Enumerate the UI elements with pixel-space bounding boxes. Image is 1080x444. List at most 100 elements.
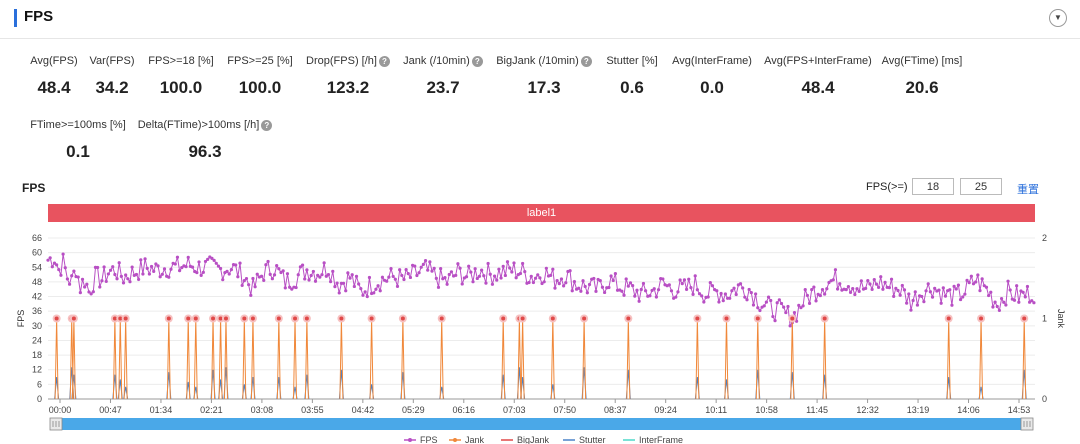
fps-point xyxy=(106,272,111,276)
fps-point xyxy=(460,282,464,286)
fps-point xyxy=(691,292,695,297)
reset-link[interactable]: 重置 xyxy=(1017,184,1039,196)
fps-point xyxy=(495,278,499,282)
fps-point xyxy=(285,272,290,276)
fps-point xyxy=(987,293,991,298)
fps-point xyxy=(281,269,285,273)
fps-point xyxy=(833,268,838,272)
fps-point xyxy=(1025,284,1030,289)
bigjank-point xyxy=(223,316,228,321)
x-tick-label: 03:08 xyxy=(251,405,274,415)
fps-point xyxy=(680,282,684,286)
fps-point xyxy=(551,267,555,271)
legend-item[interactable]: FPS xyxy=(420,435,438,444)
fps-point xyxy=(721,299,725,303)
fps-point xyxy=(475,276,479,281)
fps-point xyxy=(958,297,963,302)
fps-point xyxy=(130,265,134,269)
fps-point xyxy=(777,298,781,302)
fps-point xyxy=(631,284,635,288)
zoom-slider-track[interactable] xyxy=(50,418,1033,430)
fps-point xyxy=(449,270,454,274)
fps-point xyxy=(598,279,602,283)
fps-point xyxy=(102,265,106,269)
fps-point xyxy=(402,277,406,282)
fps-point xyxy=(350,273,354,277)
fps-point xyxy=(864,286,868,290)
fps-point xyxy=(501,264,505,268)
fps-point xyxy=(965,278,969,282)
help-icon[interactable]: ? xyxy=(378,55,390,67)
help-icon[interactable]: ? xyxy=(261,119,273,131)
fps-threshold-input-1[interactable] xyxy=(912,178,954,195)
fps-point xyxy=(635,288,639,292)
title-accent xyxy=(14,9,17,27)
fps-threshold-input-2[interactable] xyxy=(960,178,1002,195)
fps-point xyxy=(542,280,546,284)
fps-point xyxy=(853,292,857,297)
fps-point xyxy=(206,257,210,262)
y-tick-label: 42 xyxy=(32,292,42,302)
fps-point xyxy=(238,261,242,265)
fps-threshold-label: FPS(>=) xyxy=(866,181,908,193)
x-tick-label: 13:19 xyxy=(907,405,930,415)
bigjank-point xyxy=(979,316,984,321)
metric-value: 17.3 xyxy=(527,78,561,97)
metric-avg-ftime-ms: Avg(FTime) [ms] 20.6 xyxy=(842,55,1002,98)
fps-point xyxy=(628,281,633,285)
bigjank-point xyxy=(293,316,298,321)
fps-point xyxy=(667,283,671,287)
fps-point xyxy=(236,275,240,279)
x-tick-label: 14:06 xyxy=(957,405,980,415)
legend-item[interactable]: BigJank xyxy=(517,435,550,444)
fps-point xyxy=(180,266,184,270)
metric-avg-fps: Avg(FPS) 48.4 xyxy=(0,55,134,98)
metric-value: 0.0 xyxy=(700,78,724,97)
help-icon[interactable]: ? xyxy=(580,55,592,67)
fps-point xyxy=(807,301,812,305)
fps-point xyxy=(344,289,348,293)
legend-item[interactable]: Stutter xyxy=(579,435,606,444)
fps-point xyxy=(967,280,971,285)
fps-point xyxy=(173,262,177,266)
metric-label: Avg(FPS+InterFrame) xyxy=(764,55,872,67)
fps-point xyxy=(305,268,309,272)
fps-point xyxy=(857,289,861,293)
fps-point xyxy=(72,269,76,273)
legend-item[interactable]: Jank xyxy=(465,435,485,444)
x-tick-label: 14:53 xyxy=(1008,405,1031,415)
fps-point xyxy=(190,265,195,269)
bigjank-point xyxy=(112,316,117,321)
fps-point xyxy=(564,281,568,285)
fps-point xyxy=(762,304,766,308)
fps-point xyxy=(447,272,451,277)
fps-point xyxy=(361,293,365,297)
fps-point xyxy=(210,256,214,260)
fps-point xyxy=(428,260,432,264)
fps-point xyxy=(48,256,52,260)
y-tick-label: 12 xyxy=(32,365,42,375)
legend-item[interactable]: InterFrame xyxy=(639,435,683,444)
fps-point xyxy=(240,283,244,288)
y-tick-label: 54 xyxy=(32,262,42,272)
help-icon[interactable]: ? xyxy=(471,55,483,67)
y-tick-label: 48 xyxy=(32,277,42,287)
fps-point xyxy=(499,276,503,280)
fps-point xyxy=(693,274,697,278)
fps-point xyxy=(941,286,945,290)
fps-point xyxy=(926,282,930,286)
fps-point xyxy=(1008,288,1012,292)
fps-point xyxy=(229,268,233,272)
fps-point xyxy=(786,304,790,309)
bigjank-point xyxy=(724,316,729,321)
fps-point xyxy=(637,299,641,303)
fps-point xyxy=(78,291,82,295)
chevron-down-icon[interactable]: ▼ xyxy=(1049,9,1067,27)
jank-spike xyxy=(790,318,795,400)
x-tick-label: 05:29 xyxy=(402,405,425,415)
fps-point xyxy=(943,294,948,298)
bigjank-point xyxy=(369,316,374,321)
metric-value: 0.1 xyxy=(66,142,90,161)
fps-point xyxy=(924,289,928,293)
page-title: FPS xyxy=(24,8,54,25)
